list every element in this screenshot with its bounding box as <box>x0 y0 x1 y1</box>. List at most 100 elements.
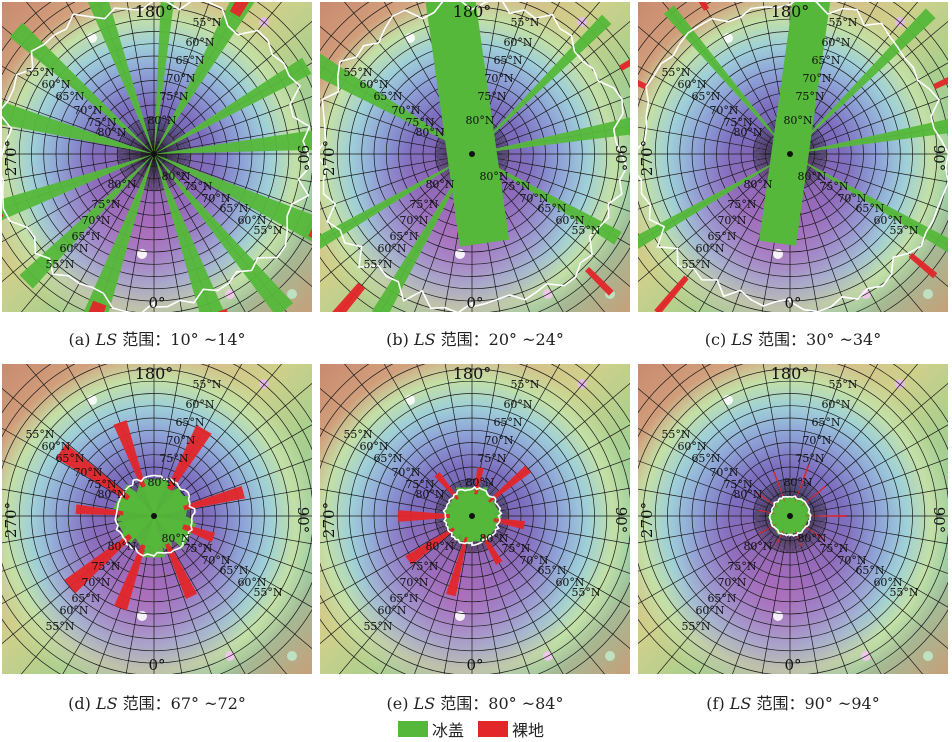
meridian-line <box>480 2 528 132</box>
meridian-line <box>157 364 182 492</box>
meridian-line <box>480 538 530 674</box>
lat-label-80-top: 80°N <box>783 114 812 127</box>
pole-meridian <box>153 153 191 158</box>
bare-wedge <box>795 464 810 502</box>
meridian-line <box>320 162 450 210</box>
pole-meridian <box>134 153 155 186</box>
meridian-line <box>320 488 448 513</box>
lon-label-0: 0° <box>466 656 483 674</box>
meridian-line <box>2 524 132 572</box>
lat-label-80-low: 80°N <box>107 178 136 191</box>
meridian-line <box>20 172 139 312</box>
lat-label-upper: 55°N <box>192 16 221 29</box>
pole-meridian <box>134 122 155 155</box>
meridian-line <box>26 364 139 498</box>
pole-meridian <box>153 153 190 162</box>
pole-meridian <box>153 153 160 191</box>
meridian-line <box>178 157 312 183</box>
ice-wedge <box>790 516 811 534</box>
lat-label-left: 55°N <box>25 66 54 79</box>
pole-meridian <box>138 120 155 155</box>
meridian-line <box>808 531 948 650</box>
lat-label-upper: 65°N <box>175 416 204 429</box>
lat-label-upper: 55°N <box>510 16 539 29</box>
meridian-line <box>172 531 312 650</box>
bare-wedge <box>445 536 468 597</box>
meridian-line <box>490 531 630 650</box>
pole-meridian <box>153 153 181 180</box>
pole-meridian <box>120 138 155 155</box>
lat-label-right: 80°N <box>479 532 508 545</box>
lat-label-right: 70°N <box>837 192 866 205</box>
north-pole-mark <box>787 513 793 519</box>
lat-label-80-top: 80°N <box>465 476 494 489</box>
lat-label-upper: 75°N <box>159 452 188 465</box>
lat-label-left: 75°N <box>405 116 434 129</box>
meridian-line <box>338 534 457 674</box>
pole-meridian <box>153 153 191 156</box>
meridian-line <box>157 540 183 674</box>
pole-meridian <box>153 142 190 155</box>
pole-meridian <box>144 118 155 155</box>
lat-label-upper: 70°N <box>484 434 513 447</box>
ice-wedge <box>790 8 936 154</box>
caption-letter: (e) <box>386 694 409 713</box>
pole-meridian <box>153 153 175 185</box>
lat-label-left: 75°N <box>87 478 116 491</box>
lat-label-upper: 75°N <box>159 90 188 103</box>
pole-meridian <box>153 141 189 155</box>
bare-wedge <box>584 266 614 296</box>
meridian-line <box>2 126 130 151</box>
lat-label-right: 60°N <box>873 214 902 227</box>
caption-f: (f) LS 范围：90° ~94° <box>638 690 948 714</box>
meridian-line <box>701 2 791 155</box>
pole-meridian <box>136 153 155 187</box>
bare-wedge <box>405 527 455 565</box>
pole-meridian <box>153 153 183 178</box>
bare-ground-layer <box>55 420 245 611</box>
pole-meridian <box>153 153 164 190</box>
pole-meridian <box>153 153 185 175</box>
caption-letter: (b) <box>386 330 409 349</box>
lat-label-80-top: 80°N <box>465 114 494 127</box>
lat-label-left: 80°N <box>733 488 762 501</box>
pole-meridian <box>117 147 155 155</box>
pole-meridian <box>153 140 189 155</box>
pole-meridian <box>123 153 155 175</box>
bare-wedge <box>474 467 484 495</box>
meridian-line <box>153 153 312 246</box>
bare-wedge <box>487 465 531 503</box>
lat-label-lower: 55°N <box>681 620 710 633</box>
lat-label-lower: 70°N <box>399 214 428 227</box>
bare-wedge <box>773 471 785 502</box>
lat-label-right: 70°N <box>837 554 866 567</box>
meridian-line <box>320 427 473 517</box>
pole-meridian <box>133 153 155 185</box>
seasonal-cap-boundary <box>638 2 948 312</box>
ice-wedge <box>780 516 800 534</box>
lat-label-right: 60°N <box>555 214 584 227</box>
ice-wedge <box>472 14 612 154</box>
ice-wedge <box>2 101 154 154</box>
bare-wedge <box>308 228 312 239</box>
lon-label-90: 90° <box>612 507 630 534</box>
ice-wedge <box>142 516 166 558</box>
lat-label-upper: 60°N <box>503 36 532 49</box>
pole-meridian <box>153 118 166 155</box>
pole-meridian <box>153 129 182 155</box>
pole-meridian <box>117 150 155 155</box>
meridian-line <box>320 519 448 544</box>
ice-cap-layer <box>2 2 312 312</box>
polar-map-e: 180°0°270° 90°55°N60°N65°N70°N75°N55°N60°… <box>320 364 630 674</box>
meridian-line <box>471 364 561 517</box>
caption-c: (c) LS 范围：30° ~34° <box>638 326 948 350</box>
lat-label-80-low: 80°N <box>107 540 136 553</box>
pole-meridian <box>153 153 191 160</box>
meridian-line <box>2 98 132 146</box>
meridian-line <box>638 157 766 182</box>
pole-meridian <box>147 117 155 155</box>
bare-wedge <box>908 252 938 279</box>
lat-label-lower: 70°N <box>717 576 746 589</box>
lat-label-left: 70°N <box>73 104 102 117</box>
ice-cap-layer <box>320 2 630 312</box>
